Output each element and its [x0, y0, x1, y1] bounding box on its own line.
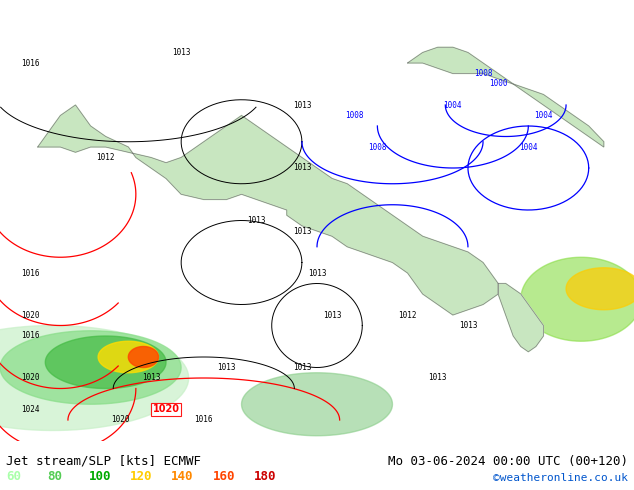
Polygon shape	[521, 257, 634, 341]
Text: 1013: 1013	[307, 269, 327, 277]
Text: 1004: 1004	[534, 111, 553, 120]
Text: 1020: 1020	[21, 311, 39, 319]
Text: 1016: 1016	[195, 416, 213, 424]
Text: 120: 120	[130, 469, 152, 483]
Text: 1016: 1016	[21, 269, 39, 277]
Polygon shape	[98, 341, 158, 373]
Text: 60: 60	[6, 469, 22, 483]
Text: 1013: 1013	[247, 216, 266, 225]
Text: 140: 140	[171, 469, 193, 483]
Text: 1008: 1008	[346, 111, 364, 120]
Text: 1020: 1020	[112, 416, 130, 424]
Text: 1012: 1012	[96, 153, 115, 162]
Text: 160: 160	[212, 469, 235, 483]
Text: 1024: 1024	[21, 405, 39, 414]
Text: 1004: 1004	[519, 143, 538, 151]
Text: 1013: 1013	[429, 373, 447, 383]
Polygon shape	[566, 268, 634, 310]
Text: 1013: 1013	[459, 321, 477, 330]
Text: 1008: 1008	[474, 69, 492, 78]
Text: 1012: 1012	[398, 311, 417, 319]
Text: 1016: 1016	[21, 332, 39, 341]
Text: 1020: 1020	[21, 373, 39, 383]
Text: 1008: 1008	[368, 143, 387, 151]
Text: ©weatheronline.co.uk: ©weatheronline.co.uk	[493, 473, 628, 483]
Text: Mo 03-06-2024 00:00 UTC (00+120): Mo 03-06-2024 00:00 UTC (00+120)	[387, 455, 628, 468]
Polygon shape	[242, 373, 392, 436]
Text: 1013: 1013	[293, 363, 311, 372]
Text: 1013: 1013	[217, 363, 236, 372]
Text: 1000: 1000	[489, 79, 507, 89]
Text: 1004: 1004	[444, 100, 462, 109]
Text: 80: 80	[48, 469, 63, 483]
Text: 1020: 1020	[153, 405, 179, 415]
Text: 1013: 1013	[142, 373, 160, 383]
Text: 1016: 1016	[21, 58, 39, 68]
Polygon shape	[38, 105, 498, 315]
Text: 100: 100	[89, 469, 111, 483]
Text: 180: 180	[254, 469, 276, 483]
Polygon shape	[408, 47, 604, 147]
Text: 1013: 1013	[293, 226, 311, 236]
Polygon shape	[128, 346, 158, 368]
Polygon shape	[45, 336, 166, 389]
Polygon shape	[0, 325, 189, 431]
Text: 1013: 1013	[323, 311, 341, 319]
Text: 1013: 1013	[172, 48, 190, 57]
Text: Jet stream/SLP [kts] ECMWF: Jet stream/SLP [kts] ECMWF	[6, 455, 202, 468]
Text: 1013: 1013	[293, 164, 311, 172]
Text: 1013: 1013	[293, 100, 311, 109]
Polygon shape	[0, 331, 181, 404]
Polygon shape	[498, 284, 543, 352]
